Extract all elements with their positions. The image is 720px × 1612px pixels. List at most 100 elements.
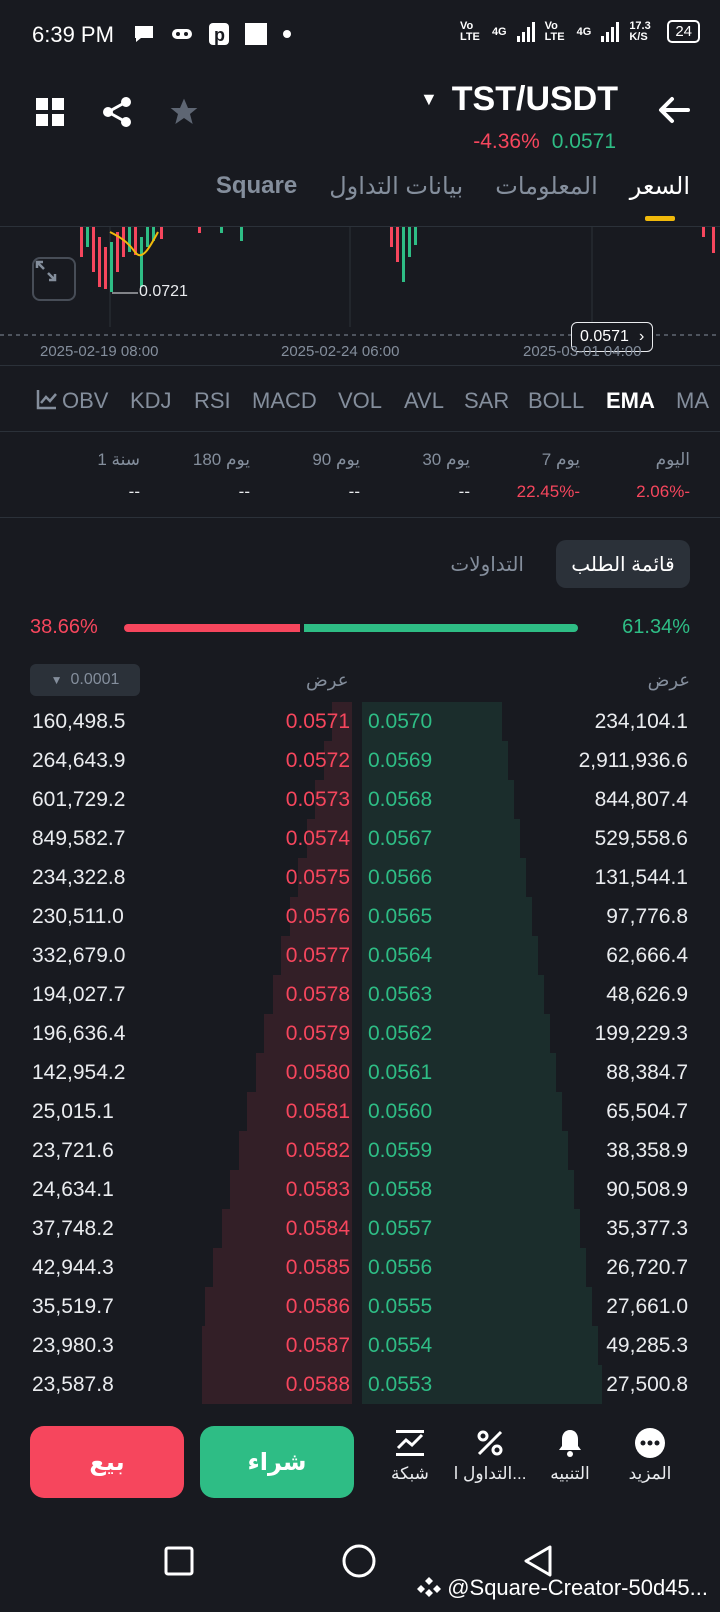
pair-selector[interactable]: ▼ TST/USDT [420, 80, 618, 119]
bid-depth-bar [362, 819, 520, 858]
indicator-ema[interactable]: EMA [606, 388, 655, 413]
order-book-row[interactable]: 24,634.1 0.0583 0.0558 90,508.9 [0, 1170, 720, 1210]
indicator-kdj[interactable]: KDJ [130, 388, 172, 413]
grid-icon[interactable] [36, 98, 64, 131]
ask-quantity: 264,643.9 [32, 749, 126, 772]
order-book-row[interactable]: 194,027.7 0.0578 0.0563 48,626.9 [0, 975, 720, 1015]
sell-button[interactable]: بيع [30, 1426, 184, 1498]
buy-ratio: 61.34% [622, 616, 690, 638]
bid-quantity: 49,285.3 [606, 1334, 688, 1357]
current-price-tag[interactable]: 0.0571 › [571, 322, 654, 352]
ask-price: 0.0580 [285, 1061, 350, 1084]
percent-icon [477, 1430, 503, 1456]
bid-depth-bar [362, 1170, 574, 1209]
chat-icon [135, 26, 153, 42]
star-icon[interactable] [168, 96, 200, 133]
ask-quantity: 42,944.3 [32, 1256, 114, 1279]
order-book-row[interactable]: 160,498.5 0.0571 0.0570 234,104.1 [0, 702, 720, 742]
tab-order-book[interactable]: قائمة الطلب [556, 540, 690, 588]
price-chart[interactable]: 0.0721 0.0571 › 2025-02-19 08:00 2025-02… [0, 226, 720, 366]
alert-label: التنبيه [550, 1464, 590, 1483]
perf-label: 7 يوم [541, 450, 580, 469]
ask-price: 0.0582 [285, 1139, 350, 1162]
ask-quantity: 849,582.7 [32, 827, 126, 850]
bid-depth-bar [362, 858, 526, 897]
ask-price: 0.0587 [285, 1334, 350, 1357]
expand-chart-button[interactable] [32, 257, 76, 301]
ask-price: 0.0588 [285, 1373, 350, 1396]
more-button[interactable]: المزيد [612, 1424, 688, 1484]
tab-trading-data[interactable]: بيانات التداول [329, 173, 464, 200]
signal-icon-1 [516, 21, 535, 42]
tab-trades[interactable]: التداولات [450, 554, 524, 576]
tab-price[interactable]: السعر [629, 173, 690, 200]
indicator-rsi[interactable]: RSI [194, 388, 231, 413]
back-icon[interactable] [522, 1544, 554, 1578]
ask-quantity: 196,636.4 [32, 1022, 126, 1045]
trading-bot-button[interactable]: التداول ا... [452, 1424, 528, 1484]
indicator-sar[interactable]: SAR [464, 388, 510, 413]
order-book-row[interactable]: 25,015.1 0.0581 0.0560 65,504.7 [0, 1092, 720, 1132]
order-book-row[interactable]: 23,721.6 0.0582 0.0559 38,358.9 [0, 1131, 720, 1171]
date-label: 2025-02-19 08:00 [40, 343, 159, 360]
bid-depth-bar [362, 1209, 580, 1248]
ask-price: 0.0574 [285, 827, 350, 850]
date-label: 2025-02-24 06:00 [281, 343, 400, 360]
order-book-row[interactable]: 142,954.2 0.0580 0.0561 88,384.7 [0, 1053, 720, 1093]
recents-icon[interactable] [164, 1546, 194, 1576]
order-book-row[interactable]: 264,643.9 0.0572 0.0569 2,911,936.6 [0, 741, 720, 781]
order-book-row[interactable]: 230,511.0 0.0576 0.0565 97,776.8 [0, 897, 720, 937]
alert-button[interactable]: التنبيه [532, 1424, 608, 1484]
bottom-action-bar: بيع شراء شبكة التداول ا... التنبيه المزي… [0, 1406, 720, 1512]
indicator-ma[interactable]: MA [676, 388, 709, 413]
home-icon[interactable] [342, 1544, 376, 1578]
order-book-row[interactable]: 35,519.7 0.0586 0.0555 27,661.0 [0, 1287, 720, 1327]
indicator-settings-icon[interactable] [36, 388, 58, 410]
indicator-macd[interactable]: MACD [252, 388, 317, 413]
buy-ratio-bar [304, 624, 578, 632]
bell-icon [559, 1430, 581, 1457]
notification-icons: p [132, 22, 292, 46]
order-book-row[interactable]: 23,587.8 0.0588 0.0553 27,500.8 [0, 1365, 720, 1405]
last-price: 0.0571 [551, 130, 616, 153]
bid-depth-bar [362, 780, 514, 819]
back-arrow-icon[interactable] [658, 96, 690, 129]
tab-square[interactable]: Square [215, 172, 298, 199]
bid-price: 0.0560 [368, 1100, 433, 1123]
bid-depth-bar [362, 741, 508, 780]
ask-quantity: 37,748.2 [32, 1217, 114, 1240]
order-book-row[interactable]: 849,582.7 0.0574 0.0567 529,558.6 [0, 819, 720, 859]
indicator-vol[interactable]: VOL [338, 388, 383, 413]
indicator-avl[interactable]: AVL [404, 388, 444, 413]
order-book-row[interactable]: 37,748.2 0.0584 0.0557 35,377.3 [0, 1209, 720, 1249]
grid-bot-label: شبكة [391, 1464, 429, 1483]
chart-canvas [0, 227, 720, 336]
bid-depth-bar [362, 975, 544, 1014]
volte-label-1: Vo LTE [459, 19, 480, 43]
ask-price: 0.0581 [285, 1100, 350, 1123]
share-icon[interactable] [102, 96, 132, 133]
network-4g-2: 4G [576, 25, 592, 38]
indicator-boll[interactable]: BOLL [528, 388, 585, 413]
tab-info[interactable]: المعلومات [495, 173, 598, 200]
ask-column-header: عرض [306, 670, 349, 690]
bid-depth-bar [362, 1365, 602, 1404]
order-book-row[interactable]: 332,679.0 0.0577 0.0564 62,666.4 [0, 936, 720, 976]
precision-selector[interactable]: ▼ 0.0001 [30, 664, 140, 696]
order-book-row[interactable]: 601,729.2 0.0573 0.0568 844,807.4 [0, 780, 720, 820]
precision-value: 0.0001 [70, 671, 120, 688]
order-book-row[interactable]: 42,944.3 0.0585 0.0556 26,720.7 [0, 1248, 720, 1288]
date-label: 2025-03-01 04:00 [523, 343, 642, 360]
ask-depth-bar [272, 975, 352, 1014]
perf-value: -- [348, 482, 360, 501]
bid-quantity: 35,377.3 [606, 1217, 688, 1240]
grid-bot-button[interactable]: شبكة [372, 1424, 448, 1484]
more-icon [635, 1428, 665, 1458]
order-book-row[interactable]: 234,322.8 0.0575 0.0566 131,544.1 [0, 858, 720, 898]
order-book-row[interactable]: 196,636.4 0.0579 0.0562 199,229.3 [0, 1014, 720, 1054]
buy-button[interactable]: شراء [200, 1426, 354, 1498]
indicator-obv[interactable]: OBV [62, 388, 109, 413]
ask-quantity: 35,519.7 [32, 1295, 114, 1318]
order-book-row[interactable]: 23,980.3 0.0587 0.0554 49,285.3 [0, 1326, 720, 1366]
sell-ratio-bar [124, 624, 300, 632]
